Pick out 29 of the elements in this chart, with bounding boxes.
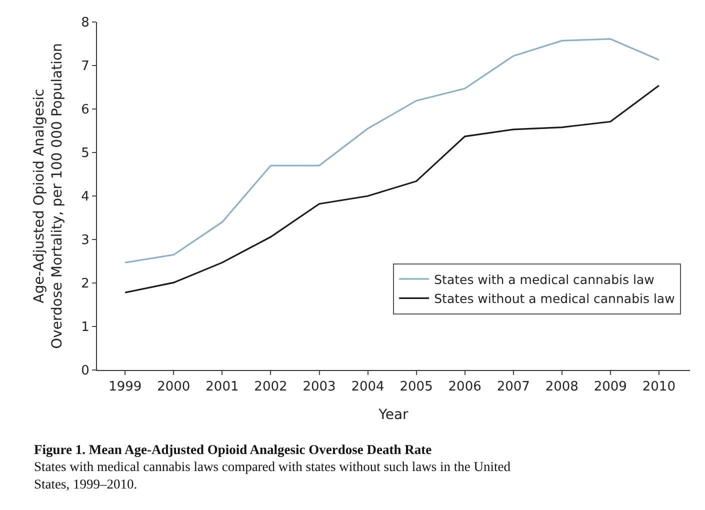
x-tick-label: 2010 (642, 380, 676, 395)
x-tick-label: 2009 (594, 380, 627, 395)
x-tick-label: 2001 (206, 380, 239, 395)
y-tick-label: 2 (81, 276, 90, 292)
y-tick-label: 7 (81, 59, 90, 74)
x-tick-label: 2000 (157, 380, 190, 395)
legend-label: States with a medical cannabis law (434, 272, 654, 287)
x-tick-label: 2006 (448, 380, 482, 395)
x-axis-title: Year (378, 406, 409, 423)
line-series (124, 84, 660, 294)
y-tick-label: 1 (81, 320, 90, 336)
x-tick-label: 2008 (545, 380, 578, 395)
y-tick-label: 6 (81, 102, 90, 118)
y-tick-label: 5 (81, 146, 90, 162)
x-tick-label: 2004 (351, 380, 384, 395)
text: States with medical cannabis laws compared with states without such laws in the United States, 1999–2010. (34, 459, 511, 492)
x-tick-label: 2002 (254, 380, 288, 395)
x-tick-label: 2005 (400, 380, 433, 395)
y-tick-label: 4 (81, 190, 90, 205)
y-tick-label: 3 (81, 233, 90, 248)
line-series (124, 38, 660, 264)
x-tick-label: 2007 (496, 380, 530, 395)
caption: Figure 1. Mean Age-Adjusted Opioid Analgesic Overdose Death Rate (34, 442, 432, 457)
x-tick-label: 2003 (302, 380, 336, 395)
y-tick-label: 8 (81, 16, 90, 31)
y-axis-title: Age-Adjusted Opioid Analgesic Overdose Mortality, per 100 000 Population (32, 43, 66, 349)
x-tick-label: 1999 (108, 380, 142, 395)
y-tick-label: 0 (81, 364, 90, 379)
legend-label: States without a medical cannabis law (434, 291, 675, 306)
